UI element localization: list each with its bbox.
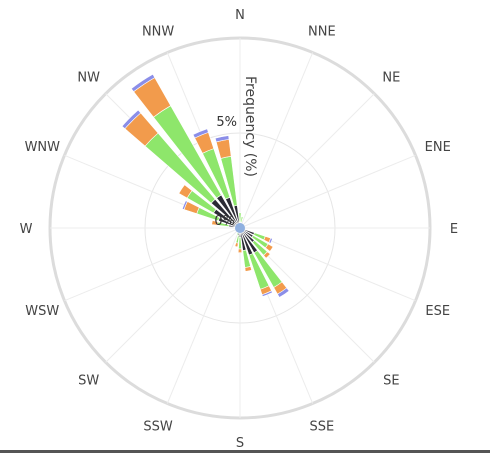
wind-rose-bar-segment xyxy=(265,243,274,252)
direction-label-ssw: SSW xyxy=(143,420,173,435)
wind-rose-bar-segment xyxy=(238,237,242,250)
direction-label-wnw: WNW xyxy=(25,140,61,155)
direction-label-ene: ENE xyxy=(425,140,451,155)
wind-rose-bar-segment xyxy=(192,128,209,139)
direction-label-s: S xyxy=(236,436,244,451)
wind-rose-bar-segment xyxy=(211,220,219,226)
radial-axis-title: Frequency (%) xyxy=(242,76,258,177)
direction-label-w: W xyxy=(20,222,33,237)
radial-tick-label: 0% xyxy=(214,214,235,229)
direction-label-n: N xyxy=(235,8,245,23)
bottom-border xyxy=(0,450,490,453)
wind-rose-bar-segment xyxy=(214,135,230,143)
wind-rose-bar-segment xyxy=(277,287,290,298)
wind-rose-bar-segment xyxy=(121,109,142,130)
direction-label-sw: SW xyxy=(78,373,99,388)
direction-label-se: SE xyxy=(383,373,399,388)
wind-rose-bar-segment xyxy=(181,200,188,210)
direction-label-e: E xyxy=(450,222,458,237)
wind-rose-bar-segment xyxy=(178,184,193,199)
wind-rose-bar-segment xyxy=(244,266,253,272)
polar-grid xyxy=(48,36,432,420)
wind-rose-bar-segment xyxy=(261,290,273,297)
direction-label-nnw: NNW xyxy=(142,24,174,39)
center-dot xyxy=(235,223,245,233)
grid-spoke xyxy=(105,227,241,363)
direction-label-ese: ESE xyxy=(425,304,450,319)
radial-tick-labels: 0% 5% xyxy=(214,115,237,229)
wind-rose-bar-segment xyxy=(268,237,273,244)
radial-tick-label: 5% xyxy=(216,115,237,130)
direction-label-ne: NE xyxy=(382,71,400,86)
direction-label-sse: SSE xyxy=(310,420,335,435)
wind-rose-bar-segment xyxy=(130,73,156,93)
direction-label-nw: NW xyxy=(77,71,100,86)
grid-spoke xyxy=(239,52,314,229)
wind-rose-bar-segment xyxy=(215,139,232,159)
wind-rose-bars xyxy=(121,73,290,298)
wind-rose-bar-segment xyxy=(240,216,244,223)
wind-rose-bar-segment xyxy=(237,248,243,254)
wind-rose-bar-segment xyxy=(263,251,271,259)
grid-spoke xyxy=(239,93,375,229)
wind-rose-bar-segment xyxy=(238,212,242,223)
direction-label-nne: NNE xyxy=(308,24,336,39)
direction-label-wsw: WSW xyxy=(25,304,59,319)
grid-spoke xyxy=(64,227,241,302)
grid-spoke xyxy=(239,154,416,229)
wind-rose-bar-segment xyxy=(234,242,239,248)
direction-labels: N NNE NE ENE E ESE SE SSE S SSW SW WSW W WNW NW NNW xyxy=(20,8,459,451)
grid-spoke xyxy=(166,227,241,404)
